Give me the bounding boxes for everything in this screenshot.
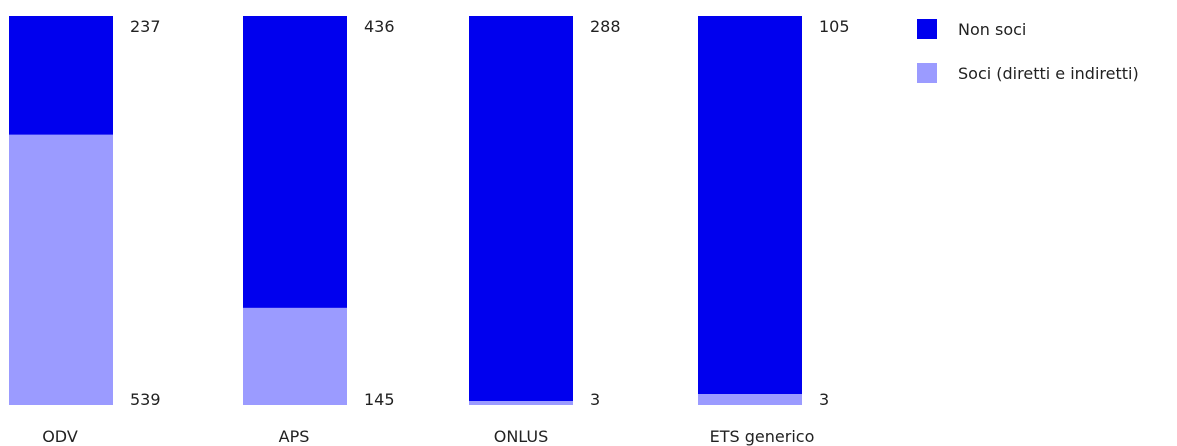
category-label-odv: ODV — [42, 427, 78, 446]
bar-non-soci-onlus — [469, 16, 573, 401]
legend-swatch-soci — [917, 63, 937, 83]
bar-non-soci-ets-generico — [698, 16, 802, 395]
bar-soci-ets-generico — [698, 394, 802, 405]
data-label-non-soci-ets-generico: 105 — [819, 17, 850, 36]
bar-soci-aps — [243, 307, 347, 405]
data-label-non-soci-odv: 237 — [130, 17, 161, 36]
legend-item-non-soci: Non soci — [917, 18, 1139, 40]
bar-soci-odv — [9, 134, 113, 405]
data-label-soci-onlus: 3 — [590, 390, 600, 409]
legend-label-non-soci: Non soci — [958, 19, 1027, 39]
data-label-soci-aps: 145 — [364, 390, 395, 409]
data-label-non-soci-onlus: 288 — [590, 17, 621, 36]
category-label-aps: APS — [279, 427, 310, 446]
legend-swatch-non-soci — [917, 19, 937, 39]
data-label-soci-odv: 539 — [130, 390, 161, 409]
bar-soci-onlus — [469, 400, 573, 405]
category-label-onlus: ONLUS — [494, 427, 549, 446]
data-label-non-soci-aps: 436 — [364, 17, 395, 36]
category-label-ets-generico: ETS generico — [710, 427, 815, 446]
legend: Non soci Soci (diretti e indiretti) — [917, 18, 1139, 106]
data-label-soci-ets-generico: 3 — [819, 390, 829, 409]
legend-item-soci: Soci (diretti e indiretti) — [917, 62, 1139, 84]
bar-non-soci-aps — [243, 16, 347, 308]
legend-label-soci: Soci (diretti e indiretti) — [958, 63, 1139, 83]
bar-non-soci-odv — [9, 16, 113, 135]
